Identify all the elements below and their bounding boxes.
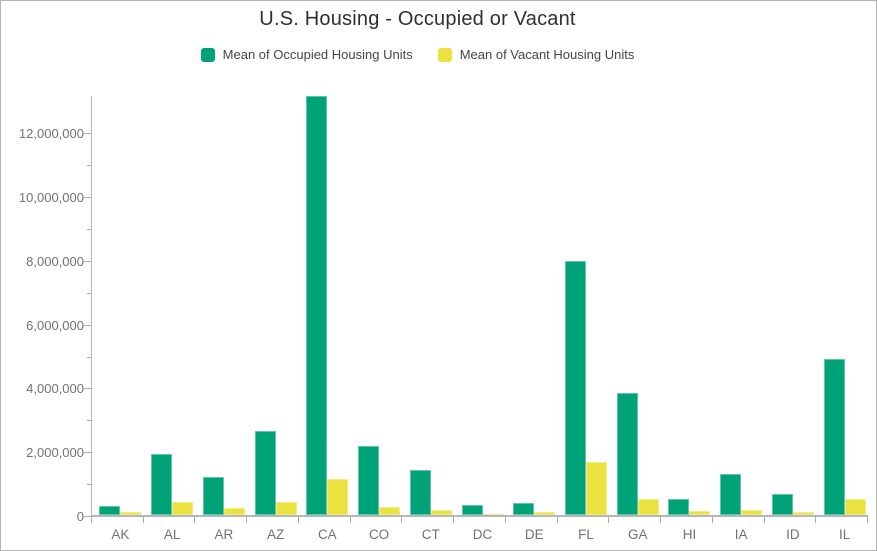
x-axis-tick (608, 517, 610, 523)
y-major-tick (84, 452, 91, 454)
bar-vacant-IA[interactable] (741, 509, 763, 515)
x-axis-label-IL: IL (839, 527, 851, 542)
x-axis-tick (401, 517, 403, 523)
bar-occupied-DC[interactable] (461, 504, 483, 515)
chart-legend: Mean of Occupied Housing Units Mean of V… (1, 47, 834, 62)
y-axis-label: 0 (76, 509, 84, 524)
bar-occupied-GA[interactable] (616, 392, 638, 515)
bar-vacant-AL[interactable] (172, 502, 194, 515)
x-axis-tick (297, 517, 299, 523)
bar-vacant-DC[interactable] (482, 513, 504, 515)
y-axis-label: 4,000,000 (26, 381, 84, 397)
x-axis-label-AK: AK (111, 527, 130, 542)
bar-vacant-CO[interactable] (379, 507, 401, 515)
bar-occupied-HI[interactable] (668, 499, 690, 515)
y-minor-tick (87, 356, 91, 358)
y-major-tick (84, 197, 91, 199)
bar-occupied-CO[interactable] (358, 446, 380, 515)
x-axis-label-CA: CA (317, 527, 337, 542)
x-axis-tick (453, 517, 455, 523)
y-axis-label: 12,000,000 (18, 126, 84, 142)
x-axis-label-HI: HI (682, 527, 697, 542)
chart-header: U.S. Housing - Occupied or Vacant Mean o… (1, 1, 876, 62)
bar-occupied-AK[interactable] (99, 506, 121, 515)
x-axis-tick (142, 517, 144, 523)
x-axis-tick (815, 517, 817, 523)
bar-occupied-ID[interactable] (771, 494, 793, 515)
bar-vacant-AR[interactable] (223, 507, 245, 515)
bar-vacant-FL[interactable] (586, 462, 607, 515)
bar-vacant-IL[interactable] (844, 498, 866, 515)
y-axis-label: 8,000,000 (26, 253, 84, 269)
x-axis-tick (711, 517, 713, 523)
bar-vacant-DE[interactable] (534, 512, 556, 515)
bar-occupied-IA[interactable] (720, 473, 742, 515)
y-minor-tick (87, 292, 91, 294)
bar-occupied-CT[interactable] (409, 470, 431, 515)
bar-vacant-ID[interactable] (792, 511, 814, 515)
bar-vacant-CT[interactable] (430, 509, 452, 515)
y-major-tick (84, 324, 91, 326)
x-axis-tick (91, 517, 92, 523)
x-axis-label-FL: FL (578, 527, 594, 542)
x-axis-tick (556, 517, 558, 523)
y-major-tick (84, 516, 91, 517)
bar-vacant-AZ[interactable] (275, 501, 297, 515)
x-axis-tick (763, 517, 765, 523)
x-axis-tick (194, 517, 196, 523)
x-axis-label-AZ: AZ (266, 527, 285, 542)
x-axis-label-GA: GA (627, 527, 648, 542)
x-axis-tick (867, 517, 868, 523)
legend-swatch-vacant-icon (437, 47, 452, 62)
x-axis-label-DE: DE (524, 527, 544, 542)
bar-occupied-AZ[interactable] (254, 430, 276, 515)
x-axis-tick (504, 517, 506, 523)
chart-title: U.S. Housing - Occupied or Vacant (259, 8, 576, 30)
legend-item-occupied[interactable]: Mean of Occupied Housing Units (200, 47, 413, 62)
bar-occupied-AL[interactable] (151, 454, 173, 515)
bar-vacant-GA[interactable] (637, 498, 659, 515)
legend-label-vacant: Mean of Vacant Housing Units (459, 47, 635, 62)
y-minor-tick (87, 165, 91, 167)
y-axis-label: 10,000,000 (18, 190, 84, 206)
bar-occupied-FL[interactable] (565, 261, 586, 515)
bar-vacant-AK[interactable] (120, 512, 142, 515)
x-axis-tick (660, 517, 662, 523)
x-axis-line (91, 515, 868, 517)
bar-occupied-IL[interactable] (823, 358, 845, 515)
x-axis-label-CT: CT (421, 527, 440, 542)
y-minor-tick (87, 484, 91, 486)
y-minor-tick (87, 228, 91, 230)
y-major-tick (84, 388, 91, 390)
bar-occupied-CA[interactable] (306, 95, 328, 515)
x-axis-tick (349, 517, 351, 523)
x-axis-label-AL: AL (163, 527, 181, 542)
x-axis-label-ID: ID (786, 527, 800, 542)
y-major-tick (84, 133, 91, 135)
x-axis-tick (246, 517, 248, 523)
legend-label-occupied: Mean of Occupied Housing Units (222, 47, 413, 62)
bar-vacant-HI[interactable] (689, 511, 711, 515)
legend-swatch-occupied-icon (200, 47, 215, 62)
x-axis-label-AR: AR (214, 527, 234, 542)
bar-occupied-DE[interactable] (513, 502, 535, 515)
y-axis-line (91, 96, 92, 517)
x-axis-label-IA: IA (734, 527, 748, 542)
x-axis-label-DC: DC (472, 527, 493, 542)
legend-item-vacant[interactable]: Mean of Vacant Housing Units (437, 47, 635, 62)
x-axis-label-CO: CO (368, 527, 390, 542)
y-axis-label: 6,000,000 (26, 317, 84, 333)
bar-occupied-AR[interactable] (202, 477, 224, 515)
y-axis-label: 2,000,000 (26, 445, 84, 461)
bar-vacant-CA[interactable] (327, 478, 349, 515)
y-major-tick (84, 260, 91, 262)
y-minor-tick (87, 420, 91, 422)
